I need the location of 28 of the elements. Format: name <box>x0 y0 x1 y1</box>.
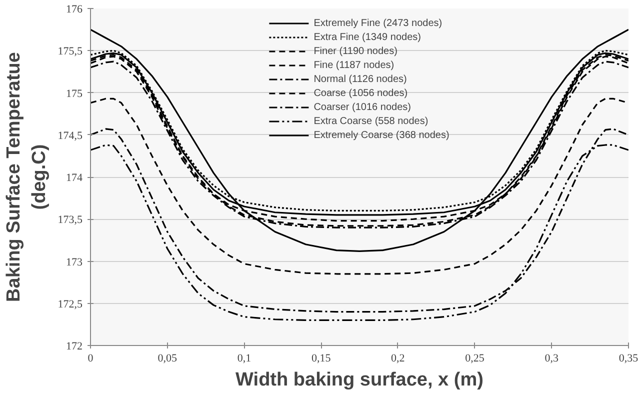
y-tick-label: 173,5 <box>58 214 83 226</box>
x-axis-title: Width baking surface, x (m) <box>236 370 484 390</box>
x-tick-label: 0,3 <box>544 352 560 364</box>
x-tick-label: 0,15 <box>311 352 332 364</box>
y-tick-label: 174,5 <box>58 130 83 142</box>
x-tick-label: 0 <box>88 352 94 364</box>
y-tick-label: 175 <box>66 88 83 100</box>
y-tick-label: 176 <box>66 4 83 16</box>
legend-label: Coarser (1016 nodes) <box>314 100 411 114</box>
legend-label: Coarse (1056 nodes) <box>314 86 408 100</box>
legend-label: Extremely Coarse (368 nodes) <box>314 128 450 142</box>
legend-label: Extra Fine (1349 nodes) <box>314 30 421 44</box>
y-tick-label: 172 <box>66 340 82 352</box>
x-tick-label: 0,1 <box>237 352 252 364</box>
y-axis-title: Baking Surface Temperatue (deg.C) <box>4 52 50 302</box>
y-tick-label: 173 <box>66 256 83 268</box>
legend-label: Extremely Fine (2473 nodes) <box>314 16 442 30</box>
x-tick-label: 0,25 <box>465 352 485 364</box>
x-tick-label: 0,2 <box>391 352 405 364</box>
x-tick-label: 0,35 <box>618 352 639 364</box>
y-tick-label: 174 <box>66 172 83 184</box>
legend-label: Finer (1190 nodes) <box>314 44 398 58</box>
legend-label: Extra Coarse (558 nodes) <box>314 114 428 128</box>
legend-label: Fine (1187 nodes) <box>314 58 394 72</box>
legend-label: Normal (1126 nodes) <box>314 72 407 86</box>
y-tick-label: 172,5 <box>58 298 83 310</box>
y-tick-label: 175,5 <box>58 46 83 58</box>
x-tick-label: 0,05 <box>158 352 178 364</box>
